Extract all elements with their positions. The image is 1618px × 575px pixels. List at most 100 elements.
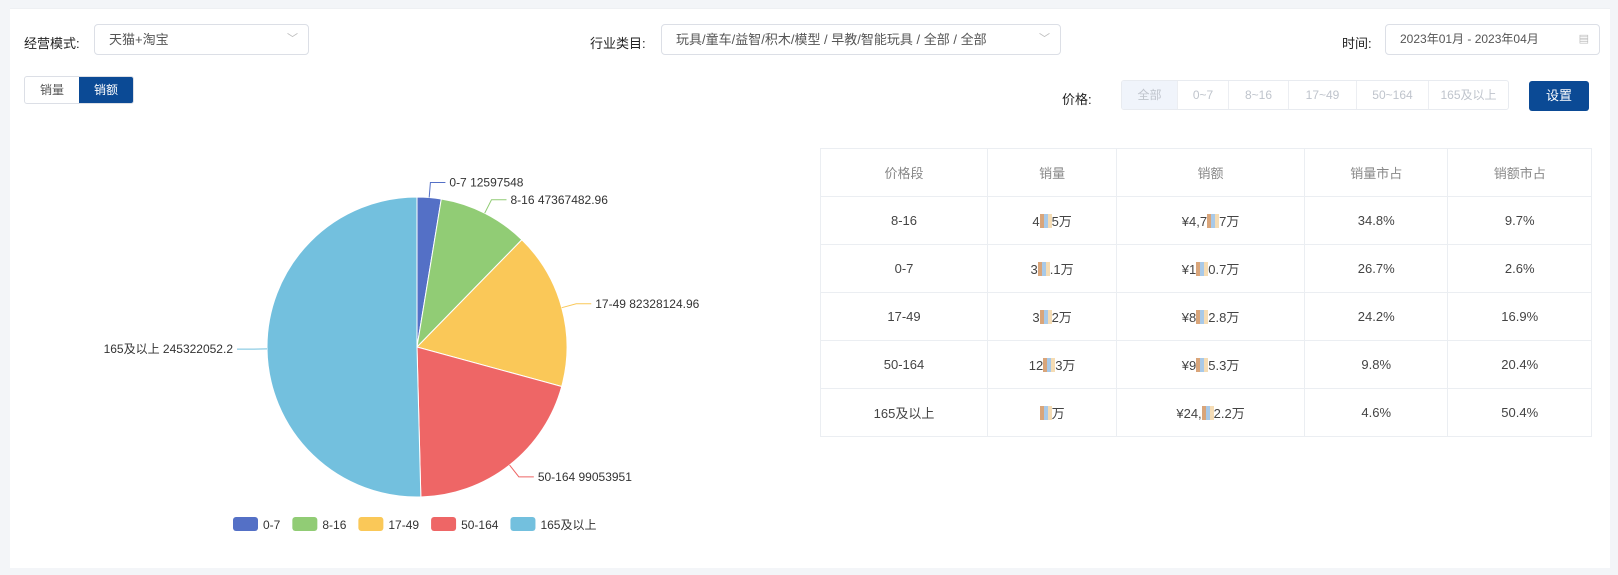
pie-slice-4[interactable] — [266, 196, 422, 498]
settings-button[interactable]: 设置 — [1529, 81, 1589, 111]
amount-visible-part: ¥24, — [1176, 406, 1202, 421]
label-line-2 — [561, 303, 592, 309]
amount-share-cell: 2.6% — [1447, 244, 1592, 293]
amount-visible-part: 2.2万 — [1213, 406, 1245, 421]
metric-toggle: 销量 销额 — [24, 76, 135, 104]
toggle-qty[interactable]: 销量 — [40, 83, 65, 97]
header-segment: 价格段 — [819, 148, 989, 197]
price-option-all[interactable]: 全部 — [1122, 81, 1177, 109]
legend-swatch-0[interactable] — [233, 517, 258, 531]
amount-share-cell: 50.4% — [1447, 388, 1592, 437]
data-label-2: 17-49 82328124.96 — [595, 297, 699, 311]
mosaic-mask — [1196, 262, 1209, 276]
qty-cell: 3 2万 — [987, 292, 1118, 341]
qty-visible-part: 万 — [1051, 406, 1065, 421]
header-qty: 销量 — [987, 148, 1118, 197]
header-amount-share: 销额市占 — [1447, 148, 1592, 197]
qty-visible-part: 12 — [1028, 358, 1044, 373]
calendar-icon: ▤ — [1578, 33, 1589, 45]
mosaic-mask — [1039, 310, 1052, 324]
qty-share-cell: 26.7% — [1303, 244, 1449, 293]
legend-swatch-4[interactable] — [510, 517, 536, 531]
legend-swatch-1[interactable] — [292, 517, 318, 531]
price-option-0-7[interactable]: 0~7 — [1177, 81, 1228, 109]
qty-visible-part: 5万 — [1051, 214, 1072, 229]
table-row: 165及以上 万 ¥24, 2.2万 4.6% 50.4% — [819, 388, 1592, 437]
mosaic-mask — [1043, 358, 1056, 372]
price-option-17-49[interactable]: 17~49 — [1288, 81, 1356, 109]
qty-visible-part: 4 — [1032, 214, 1040, 229]
data-label-0: 0-7 12597548 — [449, 176, 523, 190]
toggle-amount[interactable]: 销额 — [79, 77, 134, 103]
pie-slice-1[interactable] — [416, 198, 523, 349]
price-segment-table: 价格段 销量 销额 销量市占 销额市占 8-16 4 5万 ¥4,7 7万 34.8… — [819, 148, 1592, 437]
segment-cell: 50-164 — [819, 340, 989, 389]
amount-visible-part: 5.3万 — [1208, 358, 1240, 373]
qty-visible-part: .1万 — [1049, 262, 1074, 277]
data-label-1: 8-16 47367482.96 — [510, 193, 608, 207]
label-line-0 — [428, 182, 446, 198]
qty-visible-part: 3万 — [1055, 358, 1076, 373]
header-amount: 销额 — [1116, 148, 1305, 197]
pie-slice-3[interactable] — [416, 346, 563, 498]
category-select[interactable]: 玩具/童车/益智/积木/模型 / 早教/智能玩具 / 全部 / 全部 ﹀ — [661, 24, 1061, 55]
qty-cell: 3 .1万 — [987, 244, 1118, 293]
amount-visible-part: 0.7万 — [1208, 262, 1240, 277]
category-value: 玩具/童车/益智/积木/模型 / 早教/智能玩具 / 全部 / 全部 — [676, 32, 987, 47]
amount-share-cell: 16.9% — [1447, 292, 1592, 341]
qty-share-cell: 34.8% — [1303, 196, 1449, 245]
legend-label-0[interactable]: 0-7 — [263, 518, 281, 532]
mosaic-mask — [1196, 310, 1209, 324]
price-filter: 全部 0~7 8~16 17~49 50~164 165及以上 — [1121, 80, 1509, 110]
qty-share-cell: 9.8% — [1303, 340, 1449, 389]
segment-cell: 8-16 — [819, 196, 989, 245]
amount-share-cell: 9.7% — [1447, 196, 1592, 245]
amount-visible-part: ¥4,7 — [1181, 214, 1208, 229]
price-option-165-plus[interactable]: 165及以上 — [1428, 81, 1508, 109]
mosaic-mask — [1037, 262, 1050, 276]
qty-cell: 万 — [987, 388, 1118, 437]
pie-slice-2[interactable] — [416, 239, 568, 388]
legend-label-4[interactable]: 165及以上 — [540, 518, 596, 532]
amount-visible-part: ¥1 — [1181, 262, 1197, 277]
mosaic-mask — [1039, 406, 1052, 420]
mode-value: 天猫+淘宝 — [109, 32, 169, 47]
legend-label-3[interactable]: 50-164 — [461, 518, 499, 532]
segment-cell: 165及以上 — [819, 388, 989, 437]
qty-share-cell: 24.2% — [1303, 292, 1449, 341]
data-label-3: 50-164 99053951 — [538, 470, 632, 484]
legend-swatch-2[interactable] — [358, 517, 384, 531]
qty-cell: 4 5万 — [987, 196, 1118, 245]
qty-visible-part: 3 — [1030, 262, 1038, 277]
amount-share-cell: 20.4% — [1447, 340, 1592, 389]
legend-label-2[interactable]: 17-49 — [388, 518, 419, 532]
amount-visible-part: 7万 — [1219, 214, 1240, 229]
amount-visible-part: 2.8万 — [1208, 310, 1240, 325]
table-row: 50-164 12 3万 ¥9 5.3万 9.8% 20.4% — [819, 340, 1592, 389]
price-label: 价格: — [1062, 92, 1092, 107]
header-qty-share: 销量市占 — [1303, 148, 1449, 197]
pie-chart: 0-7 12597548 8-16 47367482.96 17-49 823281… — [104, 176, 700, 532]
qty-visible-part: 3 — [1032, 310, 1040, 325]
time-label: 时间: — [1342, 36, 1372, 51]
price-option-8-16[interactable]: 8~16 — [1228, 81, 1288, 109]
legend-label-1[interactable]: 8-16 — [322, 518, 346, 532]
legend-swatch-3[interactable] — [431, 517, 457, 531]
amount-cell: ¥9 5.3万 — [1116, 340, 1305, 389]
label-line-1 — [484, 199, 507, 214]
mosaic-mask — [1196, 358, 1209, 372]
mode-select[interactable]: 天猫+淘宝 ﹀ — [94, 24, 309, 55]
amount-cell: ¥24, 2.2万 — [1116, 388, 1305, 437]
table-row: 17-49 3 2万 ¥8 2.8万 24.2% 16.9% — [819, 292, 1592, 341]
date-range-value: 2023年01月 - 2023年04月 — [1400, 32, 1539, 46]
table-header-row: 价格段 销量 销额 销量市占 销额市占 — [819, 148, 1592, 197]
qty-visible-part: 2万 — [1051, 310, 1072, 325]
table-row: 0-7 3 .1万 ¥1 0.7万 26.7% 2.6% — [819, 244, 1592, 293]
amount-cell: ¥8 2.8万 — [1116, 292, 1305, 341]
qty-share-cell: 4.6% — [1303, 388, 1449, 437]
price-option-50-164[interactable]: 50~164 — [1356, 81, 1428, 109]
category-label: 行业类目: — [590, 36, 646, 51]
mosaic-mask — [1039, 214, 1052, 228]
date-range-picker[interactable]: 2023年01月 - 2023年04月 ▤ — [1385, 24, 1600, 55]
amount-visible-part: ¥9 — [1181, 358, 1197, 373]
